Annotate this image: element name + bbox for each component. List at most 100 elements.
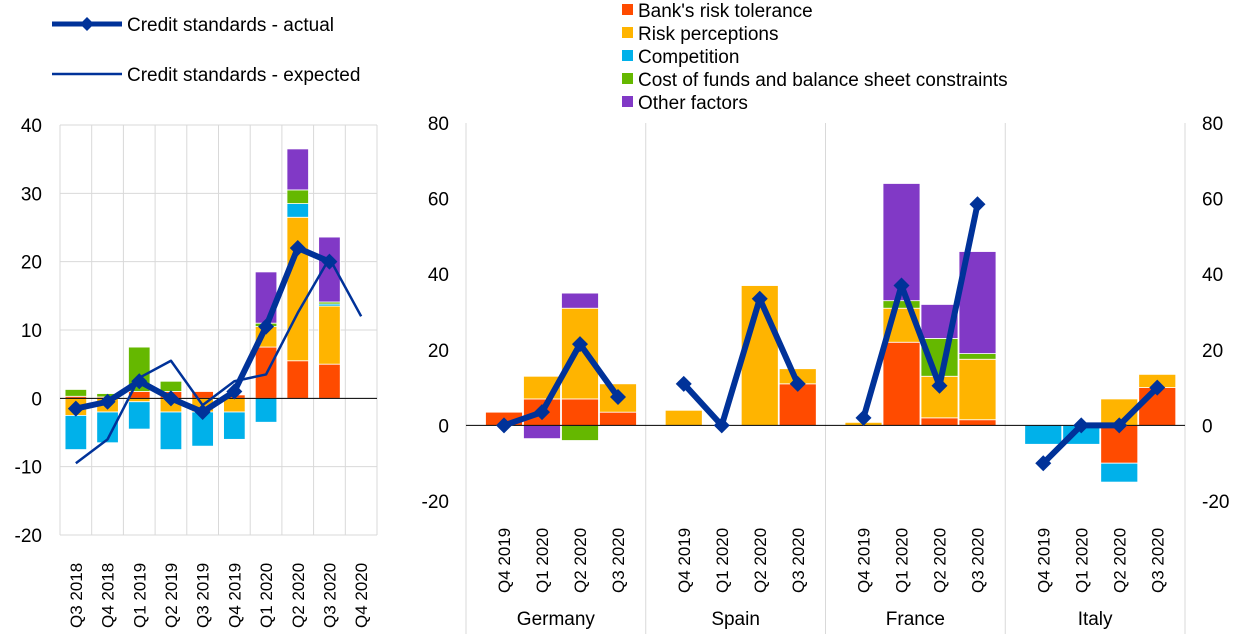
y-tick-left: 40	[21, 116, 42, 137]
x-tick-left: Q1 2019	[130, 563, 149, 628]
bar-bank-s-risk-tolerance	[920, 417, 959, 426]
legend-label-cost-of-funds: Cost of funds and balance sheet constrai…	[638, 70, 1008, 91]
marker-actual	[162, 390, 179, 407]
marker-actual	[1111, 417, 1128, 434]
marker-actual	[67, 400, 84, 417]
y-tick-right-axis: 20	[1202, 341, 1223, 362]
bar-other-factors	[523, 424, 561, 440]
x-tick-left: Q3 2020	[320, 563, 339, 628]
bar-competition	[223, 411, 246, 440]
x-tick-right: Q3 2020	[789, 528, 808, 593]
x-tick-left: Q2 2019	[162, 563, 181, 628]
x-tick-left: Q3 2019	[194, 563, 213, 628]
marker-actual	[289, 240, 306, 256]
marker-actual	[789, 375, 806, 392]
marker-actual	[258, 318, 275, 335]
bar-cost-of-funds-and-balance-sheet-constraints	[561, 424, 599, 441]
bar-competition	[1024, 424, 1063, 445]
bar-competition	[159, 411, 183, 450]
bar-competition	[96, 411, 119, 444]
legend-swatch-cost-of-funds	[622, 73, 633, 84]
bar-bank-s-risk-tolerance	[318, 363, 341, 399]
x-tick-right: Q2 2020	[751, 528, 770, 593]
x-tick-right: Q2 2020	[571, 528, 590, 593]
bar-other-factors	[561, 292, 599, 309]
bar-cost-of-funds-and-balance-sheet-constraints	[159, 380, 183, 392]
y-tick-left: 30	[21, 184, 42, 205]
bar-cost-of-funds-and-balance-sheet-constraints	[882, 300, 921, 309]
bar-cost-of-funds-and-balance-sheet-constraints	[958, 353, 997, 360]
marker-actual	[226, 383, 243, 400]
y-tick-right-panel-left: 0	[438, 416, 449, 437]
y-tick-right-axis: 0	[1202, 416, 1213, 437]
y-tick-left: -20	[15, 526, 42, 547]
x-tick-left: Q4 2020	[352, 563, 371, 628]
bar-bank-s-risk-tolerance	[599, 411, 637, 426]
x-tick-right: Q4 2019	[495, 528, 514, 593]
marker-actual	[1035, 455, 1052, 472]
bar-risk-perceptions	[286, 216, 309, 362]
y-tick-right-axis: 60	[1202, 190, 1223, 211]
marker-actual	[496, 417, 512, 434]
x-tick-right: Q2 2020	[931, 528, 950, 593]
bar-risk-perceptions	[318, 305, 341, 365]
legend-actual-marker-icon	[80, 17, 94, 31]
bar-competition	[286, 203, 309, 218]
marker-actual	[713, 417, 730, 434]
legend-swatch-competition	[622, 50, 633, 61]
y-tick-right-panel-left: 40	[428, 265, 449, 286]
bar-cost-of-funds-and-balance-sheet-constraints	[64, 389, 88, 397]
legend-swatch-risk-perceptions	[622, 27, 633, 38]
legend-lines: Credit standards - actual Credit standar…	[52, 15, 360, 86]
line-actual-germany	[503, 341, 621, 429]
bar-competition	[128, 401, 151, 430]
group-label-italy: Italy	[1078, 609, 1113, 630]
legend-factors: Bank's risk tolerance Risk perceptions C…	[622, 1, 1008, 114]
bar-cost-of-funds-and-balance-sheet-constraints	[286, 189, 309, 204]
x-tick-right: Q1 2020	[893, 528, 912, 593]
y-tick-right-panel-left: -20	[422, 492, 449, 513]
x-tick-right: Q1 2020	[713, 528, 732, 593]
marker-actual	[931, 377, 948, 394]
x-tick-right: Q1 2020	[1072, 528, 1091, 593]
y-tick-right-panel-left: 80	[428, 114, 449, 135]
y-tick-left: 0	[31, 389, 42, 410]
group-label-germany: Germany	[517, 609, 596, 630]
group-label-france: France	[886, 609, 945, 630]
y-tick-left: -10	[15, 458, 42, 479]
legend-swatch-bank-risk-tolerance	[622, 4, 633, 15]
line-actual-italy	[1041, 385, 1160, 466]
marker-actual	[675, 375, 692, 392]
x-tick-right: Q4 2019	[675, 528, 694, 593]
bar-competition	[1100, 462, 1139, 483]
marker-actual	[572, 336, 588, 353]
legend-swatch-other-factors	[622, 96, 633, 107]
x-tick-right: Q2 2020	[1110, 528, 1129, 593]
legend-label-competition: Competition	[638, 47, 739, 68]
marker-actual	[534, 404, 550, 421]
marker-actual	[893, 277, 910, 294]
y-tick-right-axis: 80	[1202, 114, 1223, 135]
marker-actual	[855, 409, 872, 426]
bar-competition	[64, 415, 88, 450]
line-expected	[75, 257, 363, 465]
y-tick-right-panel-left: 60	[428, 190, 449, 211]
x-tick-left: Q3 2018	[67, 563, 86, 628]
right-panel: -20 0 20 40 60 80 -20 0 20 40 60 80 Q4 2019 Q1 2020 Q2…	[422, 114, 1229, 634]
bar-risk-perceptions	[128, 397, 151, 403]
x-tick-right: Q3 2020	[1148, 528, 1167, 593]
bar-bank-s-risk-tolerance	[882, 341, 921, 426]
x-tick-right: Q1 2020	[533, 528, 552, 593]
marker-actual	[99, 393, 116, 410]
bar-bank-s-risk-tolerance	[561, 398, 599, 426]
line-actual-france	[860, 203, 981, 419]
x-tick-right: Q4 2019	[855, 528, 874, 593]
bar-bank-s-risk-tolerance	[958, 419, 997, 426]
x-tick-left: Q4 2019	[225, 563, 244, 628]
x-tick-left: Q2 2020	[289, 563, 308, 628]
marker-actual	[751, 290, 768, 307]
x-tick-right: Q3 2020	[969, 528, 988, 593]
y-tick-right-panel-left: 20	[428, 341, 449, 362]
marker-actual	[1149, 379, 1166, 396]
bar-risk-perceptions	[223, 397, 246, 413]
